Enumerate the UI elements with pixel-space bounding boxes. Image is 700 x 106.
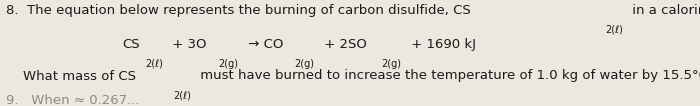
Text: 2(ℓ): 2(ℓ) <box>606 25 623 35</box>
Text: CS: CS <box>122 38 140 51</box>
Text: 8.  The equation below represents the burning of carbon disulfide, CS: 8. The equation below represents the bur… <box>6 4 470 17</box>
Text: + 3O: + 3O <box>168 38 206 51</box>
Text: 2(g): 2(g) <box>381 59 401 69</box>
Text: 9.   When ≈ 0.267...: 9. When ≈ 0.267... <box>6 94 139 106</box>
Text: 2(ℓ): 2(ℓ) <box>145 59 163 69</box>
Text: 2(g): 2(g) <box>218 59 238 69</box>
Text: in a calorimeter.: in a calorimeter. <box>629 4 700 17</box>
Text: must have burned to increase the temperature of 1.0 kg of water by 15.5°C?: must have burned to increase the tempera… <box>197 70 700 82</box>
Text: 2(ℓ): 2(ℓ) <box>174 91 191 101</box>
Text: + 2SO: + 2SO <box>321 38 368 51</box>
Text: + 1690 kJ: + 1690 kJ <box>407 38 476 51</box>
Text: 2(g): 2(g) <box>295 59 314 69</box>
Text: → CO: → CO <box>244 38 284 51</box>
Text: What mass of CS: What mass of CS <box>6 70 136 82</box>
